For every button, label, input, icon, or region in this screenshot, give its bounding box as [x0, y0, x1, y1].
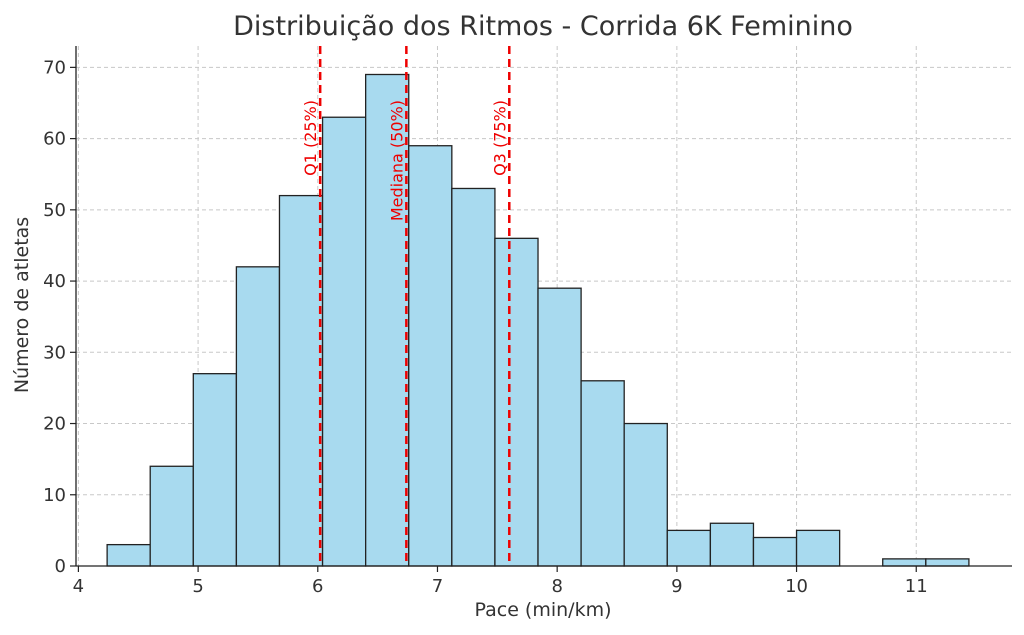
- histogram-bar: [321, 116, 367, 567]
- quartile-label: Mediana (50%): [387, 100, 406, 221]
- y-tick-label: 30: [43, 342, 66, 363]
- x-tick-label: 6: [312, 576, 323, 597]
- histogram-bar: [580, 380, 625, 567]
- axis-layer: [75, 46, 1012, 567]
- histogram-bar: [494, 237, 539, 567]
- y-tick-label: 20: [43, 414, 66, 435]
- histogram-bar: [752, 536, 798, 567]
- quartile-label: Q1 (25%): [301, 100, 320, 176]
- x-tick-label: 8: [551, 576, 562, 597]
- histogram-bar: [408, 145, 453, 567]
- histogram-bar: [235, 266, 281, 567]
- reference-line-layer: Q1 (25%) Mediana (50%) Q3 (75%): [301, 46, 511, 566]
- quartile-label: Q3 (75%): [490, 100, 509, 176]
- y-tick-label: 50: [43, 200, 66, 221]
- histogram-bar: [882, 558, 927, 567]
- x-tick-label: 5: [192, 576, 203, 597]
- histogram-bar: [149, 465, 194, 567]
- x-tick-label: 10: [785, 576, 808, 597]
- histogram-bar: [106, 543, 151, 567]
- y-axis-label: Número de atletas: [11, 217, 33, 393]
- y-tick-label: 10: [43, 485, 66, 506]
- histogram-bar: [709, 522, 755, 567]
- x-tick-label: 4: [73, 576, 84, 597]
- y-tick-label: 40: [43, 271, 66, 292]
- histogram-bar: [278, 194, 324, 567]
- x-axis-label: Pace (min/km): [475, 599, 612, 621]
- bar-layer: [106, 73, 970, 567]
- y-tick-label: 0: [55, 556, 66, 577]
- tick-layer: 4 5 6 7 8 9 10 11 0 10 20 30 40 50 60 70: [43, 57, 928, 597]
- y-tick-label: 60: [43, 129, 66, 150]
- x-tick-label: 7: [432, 576, 443, 597]
- x-tick-label: 9: [671, 576, 682, 597]
- histogram-bar: [451, 187, 496, 567]
- x-tick-label: 11: [905, 576, 928, 597]
- y-tick-label: 70: [43, 57, 66, 78]
- histogram-bar: [666, 529, 712, 567]
- histogram-bar: [192, 373, 238, 567]
- histogram-bar: [537, 287, 582, 567]
- histogram-bar: [623, 422, 668, 567]
- histogram-bar: [365, 73, 410, 567]
- chart-title: Distribuição dos Ritmos - Corrida 6K Fem…: [233, 11, 853, 42]
- histogram-bar: [795, 529, 841, 567]
- histogram-bar: [925, 558, 970, 567]
